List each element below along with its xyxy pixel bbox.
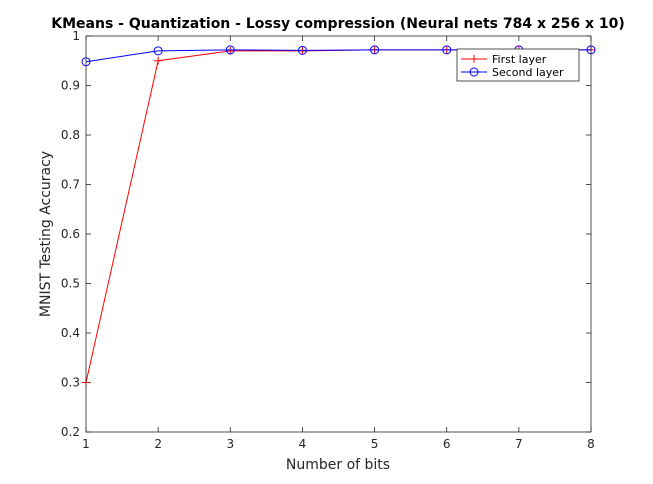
y-axis-label: MNIST Testing Accuracy xyxy=(38,151,54,317)
y-tick-label: 0.3 xyxy=(61,376,80,390)
plot-frame xyxy=(85,35,592,433)
y-tick-label: 0.9 xyxy=(61,79,80,93)
x-tick-label: 5 xyxy=(371,437,379,451)
x-axis-label: Number of bits xyxy=(286,457,390,473)
x-tick-label: 7 xyxy=(515,437,523,451)
x-tick-label: 6 xyxy=(443,437,451,451)
data-point-first-layer xyxy=(154,56,163,65)
legend-label: First layer xyxy=(492,53,547,66)
legend-marker xyxy=(469,67,479,77)
legend-item-second-layer: Second layer xyxy=(461,66,564,79)
y-tick-label: 0.7 xyxy=(61,178,80,192)
x-tick-label: 2 xyxy=(154,437,162,451)
y-tick-label: 0.2 xyxy=(61,425,80,439)
y-tick-label: 1 xyxy=(72,29,80,43)
legend-label: Second layer xyxy=(492,66,564,79)
x-tick-label: 3 xyxy=(226,437,234,451)
y-tick-label: 0.8 xyxy=(61,128,80,142)
legend-marker xyxy=(470,55,478,63)
data-point-second-layer xyxy=(225,45,235,55)
y-tick-label: 0.5 xyxy=(61,277,80,291)
data-point-second-layer xyxy=(153,46,163,56)
x-tick-label: 1 xyxy=(82,437,90,451)
plot-area xyxy=(86,36,591,432)
chart-title: KMeans - Quantization - Lossy compressio… xyxy=(51,16,625,32)
legend-item-first-layer: First layer xyxy=(461,53,547,66)
data-point-second-layer xyxy=(297,45,307,55)
x-tick-label: 4 xyxy=(299,437,307,451)
y-tick-label: 0.6 xyxy=(61,227,80,241)
y-tick-label: 0.4 xyxy=(61,326,80,340)
x-tick-label: 8 xyxy=(587,437,595,451)
data-point-second-layer xyxy=(442,45,452,55)
data-point-second-layer xyxy=(370,45,380,55)
legend-box xyxy=(456,48,580,82)
